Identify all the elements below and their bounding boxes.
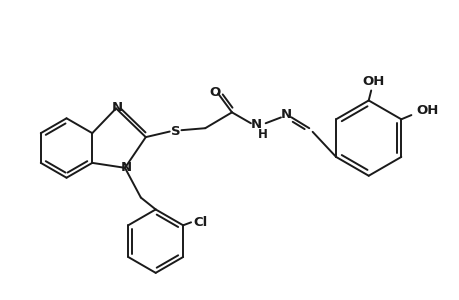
- Text: Cl: Cl: [193, 216, 207, 229]
- Text: O: O: [209, 86, 220, 99]
- Text: N: N: [280, 108, 291, 121]
- Text: S: S: [170, 125, 180, 138]
- Text: N: N: [120, 161, 131, 174]
- Text: H: H: [257, 128, 267, 141]
- Text: N: N: [251, 118, 262, 131]
- Text: N: N: [111, 101, 123, 114]
- Text: OH: OH: [415, 104, 437, 117]
- Text: OH: OH: [362, 75, 384, 88]
